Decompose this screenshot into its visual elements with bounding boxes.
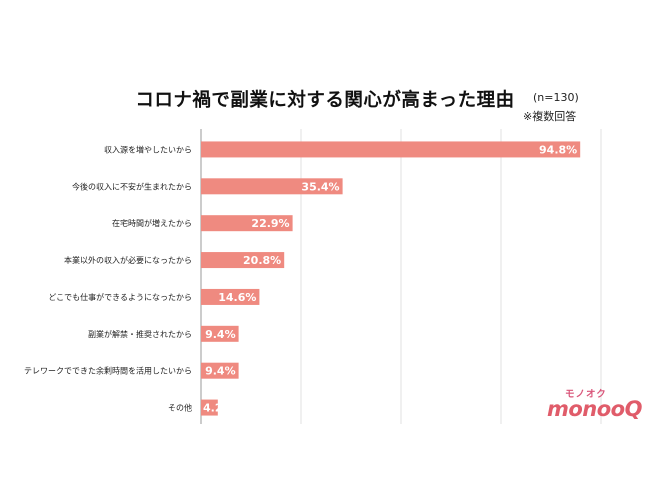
value-label: 4.2% — [203, 402, 234, 415]
bar — [201, 325, 239, 342]
category-label: 本業以外の収入が必要になったから — [64, 255, 192, 265]
value-label: 9.4% — [205, 328, 236, 341]
bar — [201, 215, 293, 232]
bar — [201, 178, 343, 195]
multiple-answer-note: ※複数回答 — [523, 110, 577, 123]
category-label: 今後の収入に不安が生まれたから — [72, 181, 192, 191]
value-label: 14.6% — [218, 291, 256, 304]
bar — [201, 252, 285, 269]
chart-title: コロナ禍で副業に対する関心が高まった理由 — [135, 90, 515, 111]
logo-wordmark: monooQ — [547, 397, 642, 421]
value-label: 20.8% — [243, 254, 281, 267]
category-label: その他 — [168, 403, 192, 413]
value-labels: 94.8% 35.4% 22.9% 20.8% 14.6% 9.4% 9.4% 4.2% — [203, 143, 577, 414]
category-label: どこでも仕事ができるようになったから — [48, 292, 192, 302]
sample-size: (n=130) — [533, 91, 579, 104]
chart-bars — [201, 141, 581, 416]
chart-grid — [200, 129, 602, 424]
value-label: 94.8% — [539, 143, 577, 156]
value-label: 35.4% — [301, 180, 339, 193]
logo-kana: モノオク — [565, 389, 607, 400]
category-label: 収入源を増やしたいから — [104, 144, 192, 154]
bar — [201, 288, 260, 305]
bar — [201, 141, 581, 158]
category-labels: 収入源を増やしたいから今後の収入に不安が生まれたから在宅時間が増えたから本業以外… — [24, 144, 192, 412]
bar — [201, 362, 239, 379]
value-label: 22.9% — [251, 217, 289, 230]
monooq-logo: モノオク monooQ — [545, 386, 642, 428]
category-label: 副業が解禁・推奨されたから — [88, 329, 192, 339]
value-label: 9.4% — [205, 365, 236, 378]
category-label: 在宅時間が増えたから — [112, 218, 192, 228]
bar — [201, 399, 218, 416]
category-label: テレワークでできた余剰時間を活用したいから — [24, 366, 192, 376]
